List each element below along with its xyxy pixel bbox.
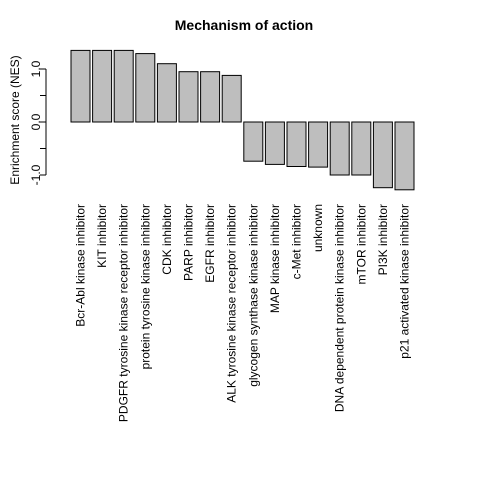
y-axis: -1.0 0.0 1.0 xyxy=(29,60,47,185)
bar-11 xyxy=(308,121,329,168)
x-tick-label-2: PDGFR tyrosine kinase receptor inhibitor xyxy=(117,204,131,422)
x-tick-label-8: glycogen synthase kinase inhibitor xyxy=(246,204,260,387)
bar-5 xyxy=(178,71,199,123)
x-tick-label-9: MAP kinase inhibitor xyxy=(268,204,282,313)
x-tick-label-7: ALK tyrosine kinase receptor inhibitor xyxy=(225,204,239,403)
bar-2 xyxy=(113,49,134,123)
x-tick-label-5: PARP inhibitor xyxy=(182,204,196,281)
y-tick-label-1: 0.0 xyxy=(29,113,43,130)
bar-10 xyxy=(286,121,307,167)
bar-12 xyxy=(329,121,350,176)
bar-14 xyxy=(372,121,393,189)
bar-8 xyxy=(243,121,264,162)
bar-6 xyxy=(200,71,221,123)
chart-title: Mechanism of action xyxy=(175,17,313,33)
x-tick-label-12: DNA dependent protein kinase inhibitor xyxy=(333,204,347,412)
bar-13 xyxy=(351,121,372,176)
bar-9 xyxy=(264,121,285,165)
x-tick-label-10: c-Met inhibitor xyxy=(290,204,304,279)
x-tick-labels: Bcr-Abl kinase inhibitor KIT inhibitor PDG… xyxy=(74,204,412,422)
x-tick-label-13: mTOR inhibitor xyxy=(354,204,368,284)
bar-0 xyxy=(70,49,91,123)
y-axis-label: Enrichment score (NES) xyxy=(8,55,22,184)
x-tick-label-4: CDK inhibitor xyxy=(160,204,174,275)
bar-15 xyxy=(394,121,415,191)
x-tick-label-0: Bcr-Abl kinase inhibitor xyxy=(74,204,88,327)
y-tick-label-0: -1.0 xyxy=(29,164,43,185)
x-tick-label-1: KIT inhibitor xyxy=(95,204,109,268)
bars-group xyxy=(70,49,415,191)
bar-4 xyxy=(156,63,177,123)
x-tick-label-3: protein tyrosine kinase inhibitor xyxy=(138,204,152,369)
x-tick-label-6: EGFR inhibitor xyxy=(203,204,217,283)
x-tick-label-15: p21 activated kinase inhibitor xyxy=(398,204,412,359)
y-tick-label-2: 1.0 xyxy=(29,60,43,77)
x-tick-label-11: unknown xyxy=(311,204,325,252)
x-tick-label-14: PI3K inhibitor xyxy=(376,204,390,275)
bar-1 xyxy=(92,49,113,123)
bar-7 xyxy=(221,74,242,123)
bar-3 xyxy=(135,53,156,123)
